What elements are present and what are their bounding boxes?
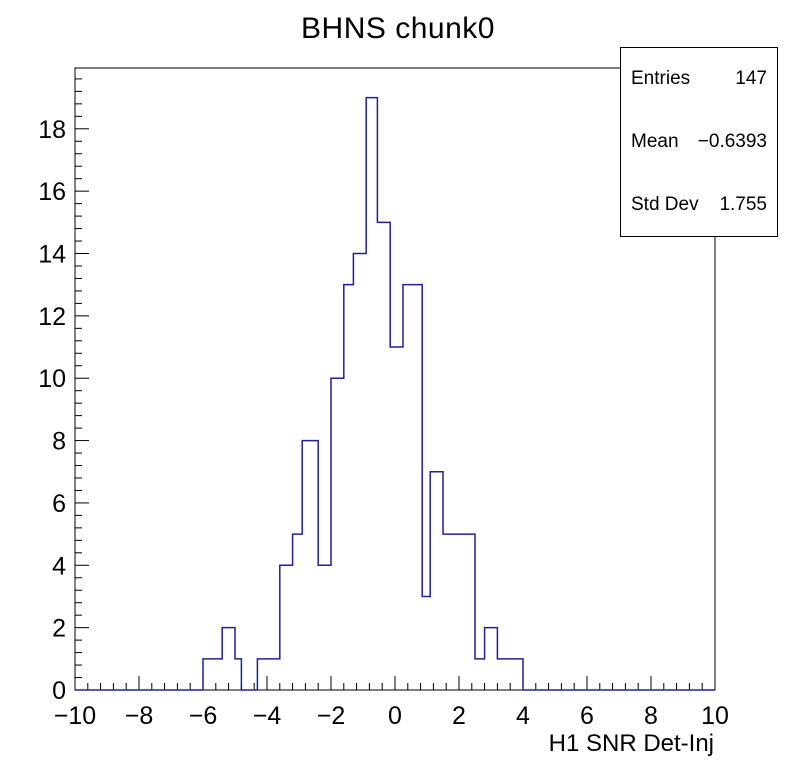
x-tick-label: 4 (516, 702, 530, 730)
x-axis-title: H1 SNR Det-Inj (548, 730, 714, 757)
stats-row-entries: Entries 147 (631, 68, 767, 90)
stats-label: Entries (631, 68, 691, 90)
y-tick-label: 8 (52, 428, 66, 456)
stats-label: Mean (631, 130, 679, 152)
y-tick-label: 0 (52, 677, 66, 705)
x-tick-label: 6 (580, 702, 594, 730)
x-tick-label: 2 (452, 702, 466, 730)
x-tick-label: −4 (253, 702, 282, 730)
y-tick-label: 18 (38, 116, 66, 144)
stats-row-stddev: Std Dev 1.755 (631, 194, 767, 216)
plot-frame (74, 67, 716, 691)
chart-title: BHNS chunk0 (301, 12, 495, 45)
x-tick-label: −10 (54, 702, 96, 730)
stats-value: −0.6393 (697, 130, 767, 152)
y-tick-label: 12 (38, 303, 66, 331)
y-tick-label: 6 (52, 490, 66, 518)
x-tick-label: 8 (644, 702, 658, 730)
y-tick-label: 14 (38, 241, 66, 269)
x-tick-label: −2 (317, 702, 346, 730)
x-tick-label: 0 (388, 702, 402, 730)
stats-box: Entries 147 Mean −0.6393 Std Dev 1.755 (620, 47, 778, 237)
histogram-line (75, 96, 715, 691)
stats-value: 1.755 (719, 193, 767, 215)
stats-label: Std Dev (631, 193, 699, 215)
y-tick-label: 4 (52, 552, 66, 580)
stats-value: 147 (735, 68, 767, 90)
y-tick-label: 16 (38, 178, 66, 206)
x-tick-label: 10 (701, 702, 729, 730)
x-tick-label: −6 (189, 702, 218, 730)
y-tick-label: 2 (52, 615, 66, 643)
stats-row-mean: Mean −0.6393 (631, 131, 767, 153)
y-tick-label: 10 (38, 365, 66, 393)
x-tick-label: −8 (125, 702, 154, 730)
